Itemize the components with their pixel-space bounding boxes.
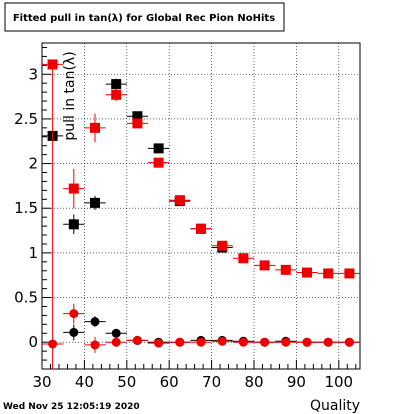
x-tick-label: 90 [287, 373, 306, 391]
data-point [84, 336, 106, 353]
data-point [148, 338, 170, 348]
square-marker [111, 79, 122, 90]
data-point [254, 337, 276, 347]
square-marker [132, 118, 143, 129]
circle-marker [238, 337, 248, 347]
data-point [211, 240, 233, 251]
circle-marker [323, 337, 333, 347]
data-point [169, 337, 191, 347]
data-point [84, 316, 106, 328]
square-marker [111, 89, 122, 100]
y-tick-label: 1.5 [14, 199, 38, 217]
circle-marker [69, 327, 79, 337]
y-tick-label: 0.5 [14, 289, 38, 307]
x-tick-label: 50 [117, 373, 136, 391]
data-point [105, 337, 127, 347]
data-points [42, 59, 360, 369]
axes: 30 40 50 60 70 80 90 100 0 0.5 1 1.5 2 2.5 3 [14, 46, 357, 391]
square-marker [302, 267, 312, 278]
data-point [232, 337, 254, 347]
y-tick-label: 2.5 [14, 110, 38, 128]
data-point [338, 337, 360, 347]
circle-marker [217, 336, 227, 346]
data-point [148, 157, 170, 168]
circle-marker [154, 338, 164, 348]
square-marker [68, 183, 79, 194]
square-marker [68, 219, 79, 230]
plot-frame [41, 42, 361, 370]
data-point [84, 195, 106, 211]
data-point [63, 303, 85, 324]
square-marker [90, 197, 100, 208]
data-point [296, 337, 318, 347]
y-tick-label: 1 [28, 244, 38, 262]
x-tick-label: 70 [202, 373, 221, 391]
data-point [105, 328, 127, 338]
circle-marker [281, 337, 291, 347]
x-tick-label: 80 [244, 373, 263, 391]
circle-marker [69, 309, 79, 319]
title-box [4, 2, 285, 32]
data-point [232, 253, 254, 264]
square-marker [174, 195, 185, 206]
y-tick-label: 0 [28, 333, 38, 351]
circle-marker [111, 337, 121, 347]
circle-marker [260, 337, 270, 347]
data-point [84, 113, 106, 143]
data-point [275, 264, 297, 275]
data-point [211, 336, 233, 346]
circle-marker [90, 317, 100, 327]
square-marker [344, 268, 355, 279]
x-tick-label: 60 [160, 373, 179, 391]
circle-marker [132, 335, 142, 345]
square-marker [90, 122, 100, 133]
data-point [126, 118, 148, 129]
square-marker [259, 260, 270, 271]
x-tick-label: 100 [324, 373, 353, 391]
square-marker [153, 157, 164, 168]
square-marker [153, 143, 164, 154]
square-marker [217, 240, 228, 251]
data-point [169, 195, 191, 206]
data-point [317, 337, 339, 347]
data-point [296, 267, 318, 278]
timestamp: Wed Nov 25 12:05:19 2020 [3, 402, 140, 412]
grid-lines [42, 43, 360, 369]
x-tick-label: 40 [75, 373, 94, 391]
y-axis-label: pull in tan(λ) [62, 51, 78, 140]
y-tick-label: 3 [28, 65, 38, 83]
y-tick-label: 2 [28, 155, 38, 173]
square-marker [196, 223, 206, 234]
square-marker [323, 268, 334, 279]
x-axis-label: Quality [310, 398, 360, 414]
square-marker [238, 253, 249, 264]
data-point [190, 337, 212, 347]
x-tick-label: 30 [32, 373, 51, 391]
data-point [148, 143, 170, 154]
circle-marker [344, 337, 354, 347]
chart-title: Fitted pull in tan(λ) for Global Rec Pio… [13, 13, 275, 24]
data-point [63, 168, 85, 209]
circle-marker [175, 337, 185, 347]
circle-marker [90, 340, 100, 350]
data-point [254, 260, 276, 271]
data-point [275, 337, 297, 347]
data-point [63, 324, 85, 341]
data-point [190, 223, 212, 234]
data-point [105, 78, 127, 90]
data-point [126, 335, 148, 345]
data-point [317, 268, 339, 279]
data-point [338, 268, 360, 279]
data-point [105, 88, 127, 102]
circle-marker [302, 337, 312, 347]
circle-marker [111, 328, 121, 338]
square-marker [132, 111, 143, 122]
data-point [63, 214, 85, 235]
circle-marker [196, 337, 206, 347]
square-marker [280, 264, 291, 275]
